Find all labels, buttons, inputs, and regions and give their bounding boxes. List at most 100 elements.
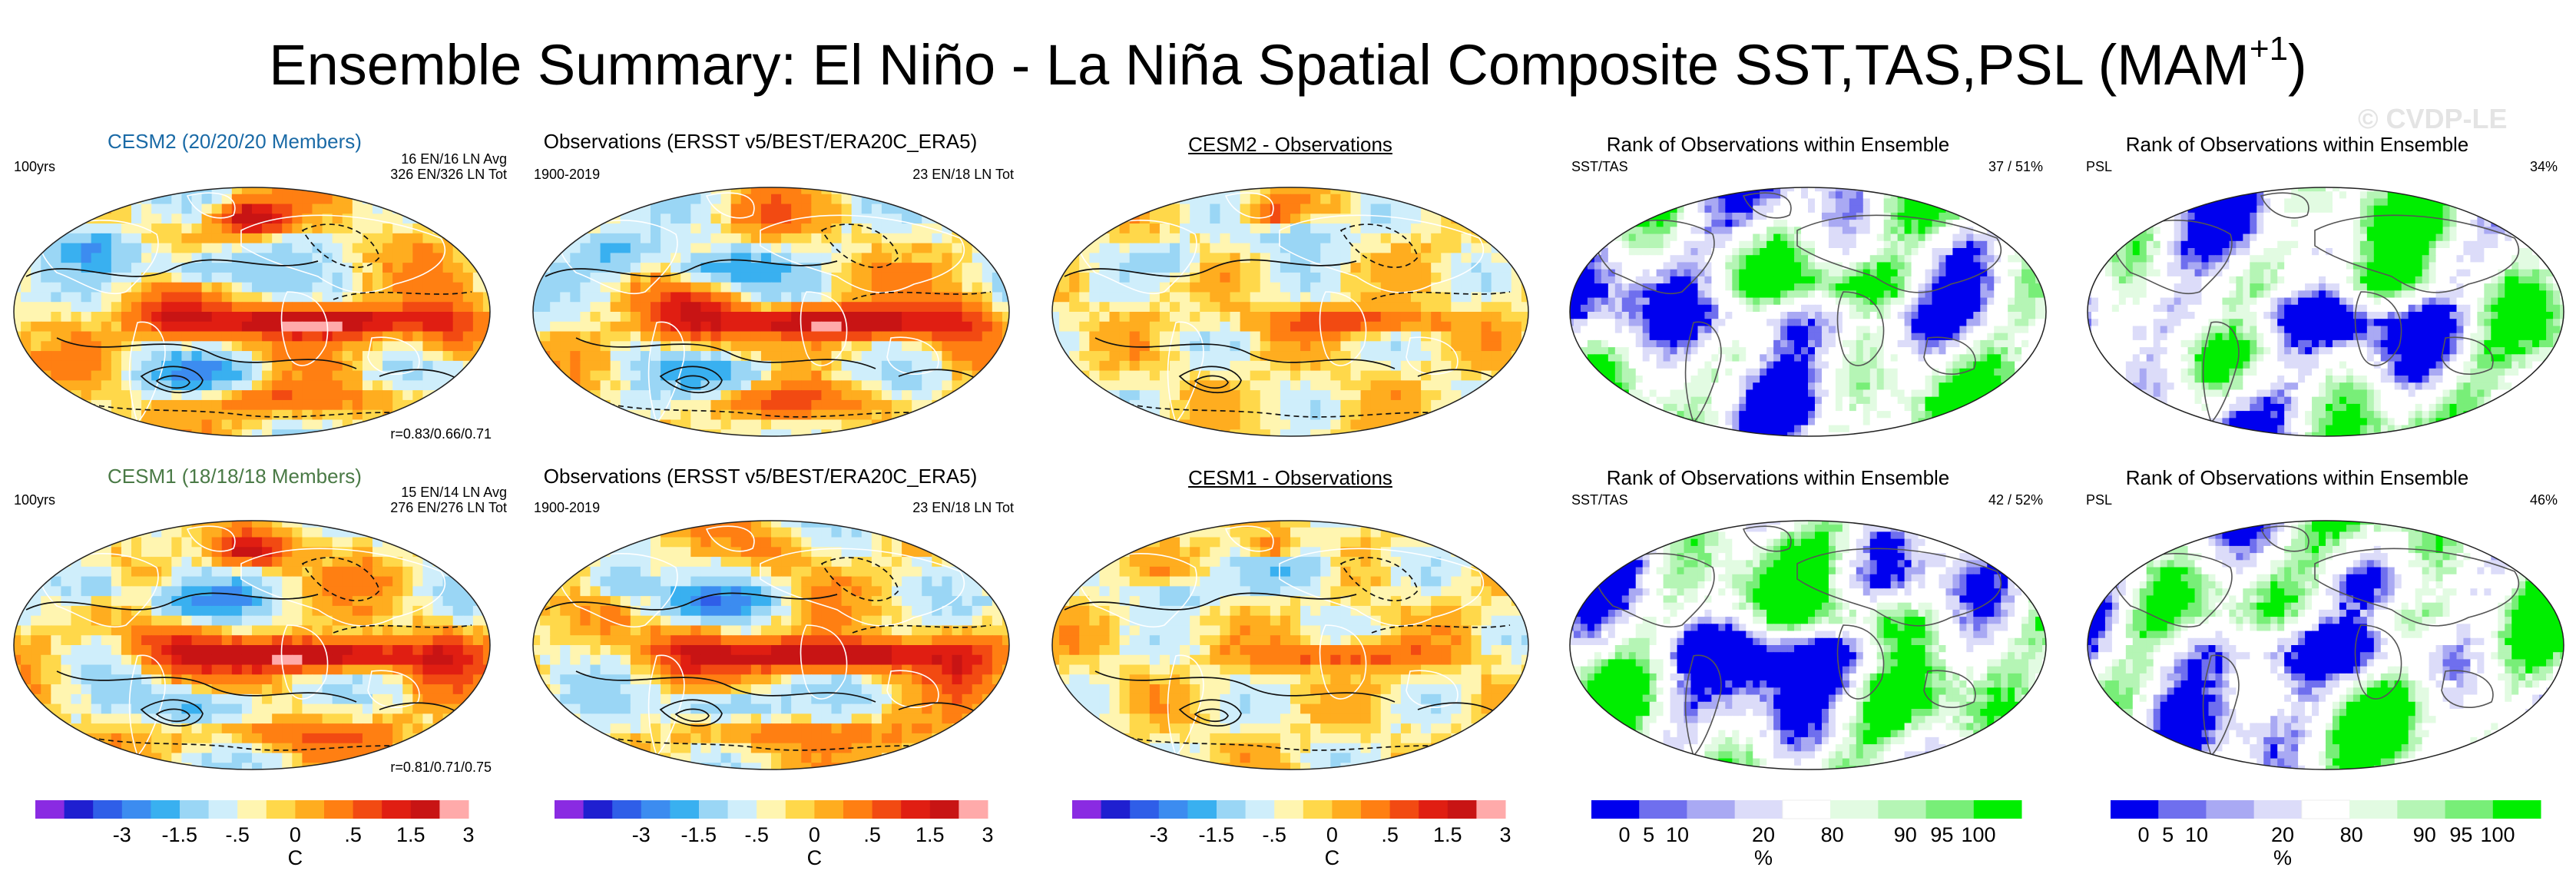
field-cell xyxy=(14,233,22,244)
field-cell xyxy=(372,312,383,323)
field-cell xyxy=(61,370,72,381)
field-cell xyxy=(1656,297,1664,306)
field-cell xyxy=(1390,204,1402,214)
field-cell xyxy=(760,213,772,224)
field-cell xyxy=(651,213,661,224)
field-cell xyxy=(892,390,902,401)
field-cell xyxy=(1380,351,1392,362)
field-cell xyxy=(1200,380,1210,391)
field-cell xyxy=(1580,191,1588,200)
field-cell xyxy=(1677,227,1685,235)
field-cell xyxy=(1310,390,1321,401)
field-cell xyxy=(1801,205,1809,213)
field-cell xyxy=(610,370,621,381)
field-cell xyxy=(912,243,922,253)
field-cell xyxy=(221,213,233,224)
field-cell xyxy=(1139,312,1151,323)
field-cell xyxy=(1400,187,1412,195)
field-cell xyxy=(14,292,22,303)
field-cell xyxy=(1002,272,1009,283)
field-cell xyxy=(292,380,303,391)
field-cell xyxy=(932,321,943,333)
field-cell xyxy=(1911,227,1919,235)
field-cell xyxy=(332,321,343,333)
field-cell xyxy=(322,380,333,391)
field-cell xyxy=(1856,212,1864,220)
field-cell xyxy=(181,292,193,303)
field-cell xyxy=(1862,191,1871,200)
field-cell xyxy=(1411,419,1422,430)
field-cell xyxy=(1628,205,1637,213)
field-cell xyxy=(472,380,484,391)
field-cell xyxy=(801,419,812,430)
field-cell xyxy=(1649,233,1657,242)
field-cell xyxy=(791,331,802,342)
field-cell xyxy=(1918,233,1926,242)
field-cell xyxy=(342,409,353,421)
field-cell xyxy=(1360,409,1372,421)
field-cell xyxy=(851,253,863,263)
field-cell xyxy=(630,223,641,234)
field-cell xyxy=(580,429,591,436)
field-cell xyxy=(1739,220,1747,227)
field-cell xyxy=(1587,283,1595,291)
field-cell xyxy=(922,380,932,391)
field-cell xyxy=(422,429,434,436)
field-cell xyxy=(630,282,641,293)
field-cell xyxy=(201,360,213,372)
field-cell xyxy=(1159,223,1170,234)
field-cell xyxy=(1670,227,1678,235)
field-cell xyxy=(1270,399,1281,411)
field-cell xyxy=(1994,290,2002,299)
field-cell xyxy=(610,243,621,253)
field-cell xyxy=(1310,233,1321,244)
field-cell xyxy=(982,390,993,401)
field-cell xyxy=(482,263,490,273)
field-cell xyxy=(1300,243,1311,253)
field-cell xyxy=(710,223,722,234)
field-cell xyxy=(962,253,973,263)
field-cell xyxy=(1614,198,1623,207)
field-cell xyxy=(922,360,932,372)
field-cell xyxy=(201,312,213,323)
field-cell xyxy=(1732,276,1740,284)
field-cell xyxy=(1350,331,1362,342)
field-cell xyxy=(1421,187,1432,195)
field-cell xyxy=(51,282,62,293)
field-cell xyxy=(1766,262,1774,270)
field-cell xyxy=(1601,255,1609,263)
field-cell xyxy=(1109,282,1121,293)
field-cell xyxy=(262,360,273,372)
field-cell xyxy=(801,243,812,253)
field-cell xyxy=(952,187,963,195)
field-cell xyxy=(1570,191,1574,200)
field-cell xyxy=(1628,276,1637,284)
field-cell xyxy=(1704,212,1712,220)
field-cell xyxy=(1069,282,1080,293)
field-cell xyxy=(1904,255,1912,263)
field-cell xyxy=(1521,187,1528,195)
field-cell xyxy=(2001,290,2008,299)
field-cell xyxy=(452,292,464,303)
field-cell xyxy=(1677,240,1685,249)
field-cell xyxy=(101,187,112,195)
field-cell xyxy=(620,243,631,253)
field-cell xyxy=(1170,302,1180,313)
field-cell xyxy=(1670,191,1678,200)
field-cell xyxy=(771,409,782,421)
field-cell xyxy=(252,272,263,283)
field-cell xyxy=(352,233,363,244)
field-cell xyxy=(372,419,383,430)
field-cell xyxy=(1501,399,1512,411)
field-cell xyxy=(1159,321,1170,333)
field-cell xyxy=(690,380,702,391)
field-cell xyxy=(161,272,172,283)
psl-contour-line xyxy=(1110,399,1465,418)
field-cell xyxy=(1856,205,1864,213)
field-cell xyxy=(811,302,823,313)
field-cell xyxy=(1350,263,1362,273)
field-cell xyxy=(680,272,691,283)
field-cell xyxy=(1739,187,1747,192)
event-total-label: 326 EN/326 LN Tot xyxy=(390,167,507,182)
field-cell xyxy=(141,253,152,263)
